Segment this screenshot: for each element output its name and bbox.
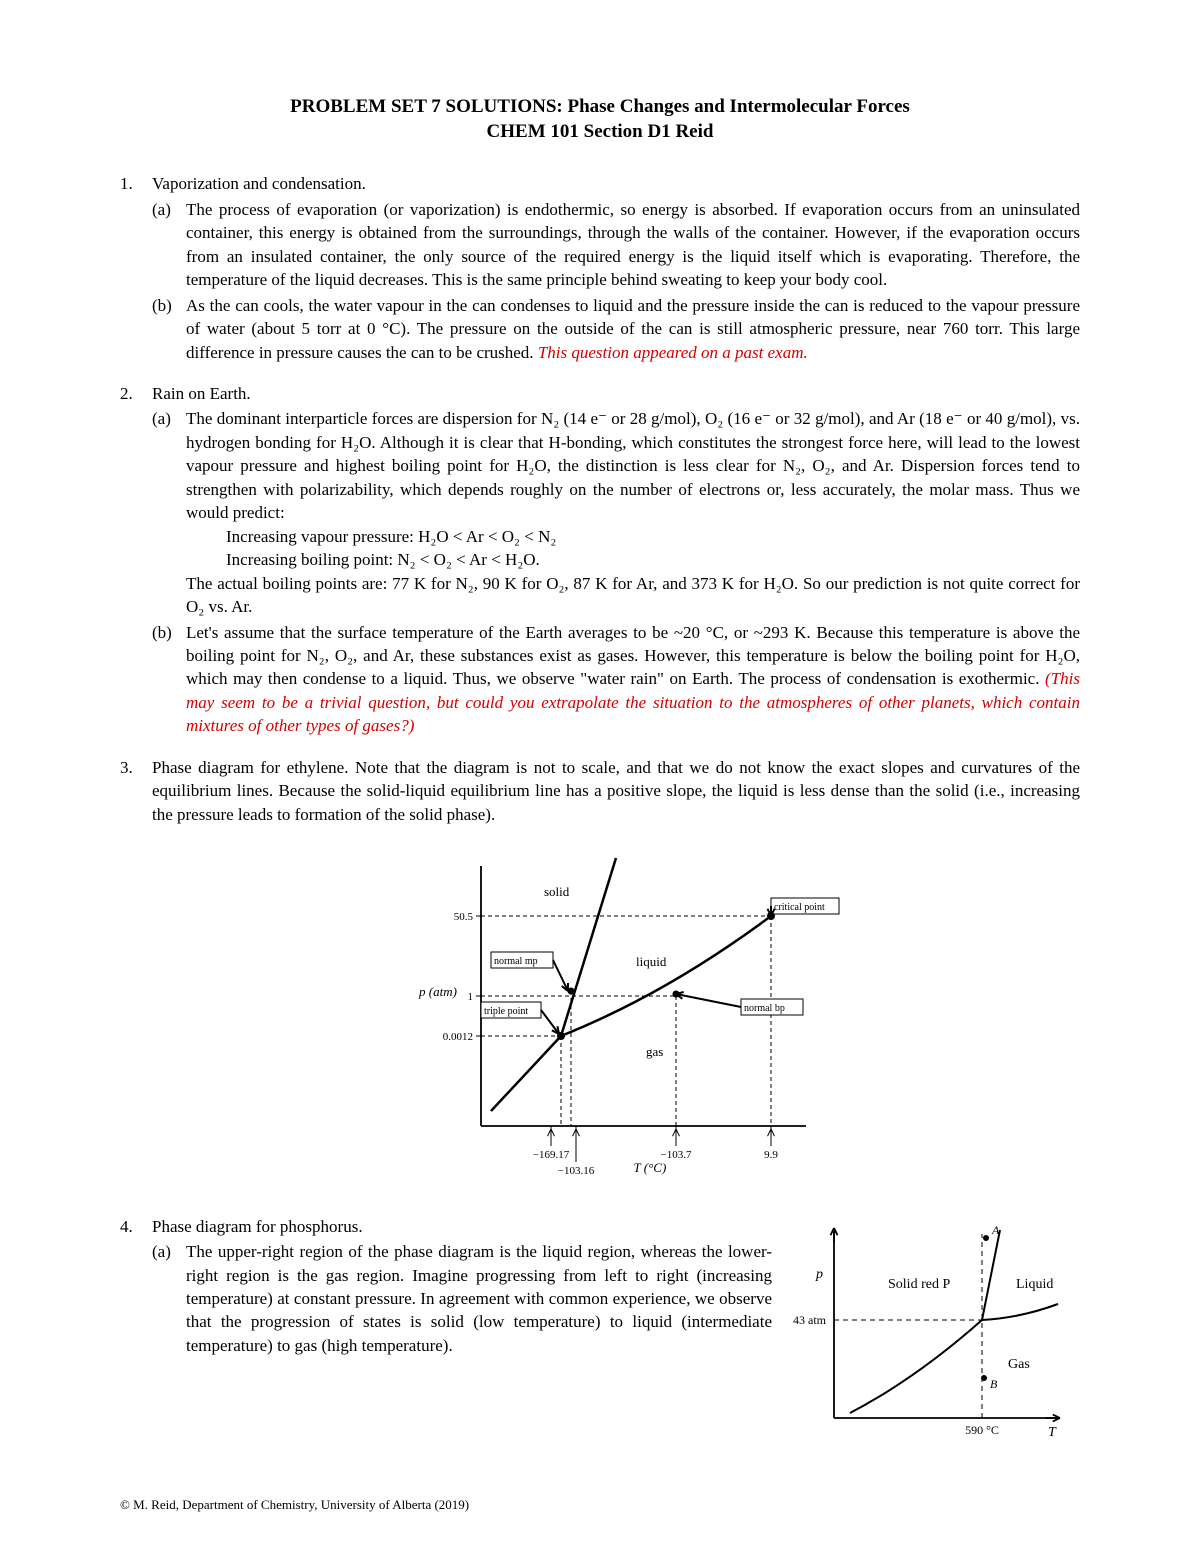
svg-text:−169.17: −169.17: [533, 1149, 570, 1161]
svg-text:Gas: Gas: [1008, 1357, 1030, 1372]
title-line-2: CHEM 101 Section D1 Reid: [120, 120, 1080, 145]
ethylene-phase-diagram: 50.510.0012−169.17−103.16−103.79.9p (atm…: [376, 836, 856, 1176]
q1-body: Vaporization and condensation. (a) The p…: [152, 172, 1080, 364]
q2-num: 2.: [120, 382, 152, 738]
svg-text:normal mp: normal mp: [494, 956, 538, 967]
q2-topic: Rain on Earth.: [152, 384, 251, 403]
q2a-bp: Increasing boiling point: N₂ < O₂ < Ar <…: [186, 548, 1080, 571]
q4: 4. Phase diagram for phosphorus. (a) The…: [120, 1215, 1080, 1455]
svg-text:gas: gas: [646, 1044, 663, 1059]
svg-text:liquid: liquid: [636, 954, 667, 969]
svg-text:p (atm): p (atm): [418, 984, 457, 999]
q4-text: (a) The upper-right region of the phase …: [152, 1238, 772, 1357]
svg-text:590 °C: 590 °C: [965, 1423, 999, 1437]
svg-text:50.5: 50.5: [454, 911, 474, 923]
q1: 1. Vaporization and condensation. (a) Th…: [120, 172, 1080, 364]
svg-text:A: A: [991, 1223, 1000, 1237]
title-line-1: PROBLEM SET 7 SOLUTIONS: Phase Changes a…: [120, 95, 1080, 120]
doc-title: PROBLEM SET 7 SOLUTIONS: Phase Changes a…: [120, 95, 1080, 144]
svg-text:T (°C): T (°C): [634, 1160, 667, 1175]
q2-subs: (a) The dominant interparticle forces ar…: [152, 407, 1080, 737]
q4-diagram-wrap: p T 43 atm 590 °C A B Solid red P Liquid Gas: [790, 1218, 1080, 1454]
q4-num: 4.: [120, 1215, 152, 1455]
q1b-label: (b): [152, 294, 186, 364]
q1b: (b) As the can cools, the water vapour i…: [152, 294, 1080, 364]
q2: 2. Rain on Earth. (a) The dominant inter…: [120, 382, 1080, 738]
svg-text:solid: solid: [544, 884, 570, 899]
q1-topic: Vaporization and condensation.: [152, 174, 366, 193]
svg-text:−103.16: −103.16: [558, 1165, 595, 1176]
q4-topic: Phase diagram for phosphorus.: [152, 1217, 363, 1236]
q1b-text: As the can cools, the water vapour in th…: [186, 294, 1080, 364]
q2a-p2: The actual boiling points are: 77 K for …: [186, 572, 1080, 619]
q4a: (a) The upper-right region of the phase …: [152, 1240, 772, 1357]
q3: 3. Phase diagram for ethylene. Note that…: [120, 756, 1080, 1197]
q2b-body: Let's assume that the surface temperatur…: [186, 621, 1080, 738]
q4-subs: (a) The upper-right region of the phase …: [152, 1240, 772, 1357]
q3-num: 3.: [120, 756, 152, 1197]
q1-subs: (a) The process of evaporation (or vapor…: [152, 198, 1080, 364]
svg-text:Liquid: Liquid: [1016, 1277, 1053, 1292]
q3-diagram-wrap: 50.510.0012−169.17−103.16−103.79.9p (atm…: [152, 836, 1080, 1182]
svg-text:critical point: critical point: [774, 902, 825, 913]
q2b-label: (b): [152, 621, 186, 738]
q2a-p1: The dominant interparticle forces are di…: [186, 407, 1080, 524]
q2b: (b) Let's assume that the surface temper…: [152, 621, 1080, 738]
q1a: (a) The process of evaporation (or vapor…: [152, 198, 1080, 292]
svg-text:T: T: [1048, 1425, 1057, 1440]
svg-text:triple point: triple point: [484, 1006, 528, 1017]
svg-text:Solid red P: Solid red P: [888, 1277, 950, 1292]
q4a-label: (a): [152, 1240, 186, 1357]
svg-text:0.0012: 0.0012: [443, 1031, 473, 1043]
q2a-vp: Increasing vapour pressure: H₂O < Ar < O…: [186, 525, 1080, 548]
q2-body: Rain on Earth. (a) The dominant interpar…: [152, 382, 1080, 738]
q4-flex: (a) The upper-right region of the phase …: [152, 1238, 1080, 1454]
q4-body: Phase diagram for phosphorus. (a) The up…: [152, 1215, 1080, 1455]
svg-text:1: 1: [468, 991, 474, 1003]
q2a: (a) The dominant interparticle forces ar…: [152, 407, 1080, 618]
q1b-red: This question appeared on a past exam.: [538, 343, 808, 362]
svg-text:9.9: 9.9: [764, 1149, 778, 1161]
q3-body: Phase diagram for ethylene. Note that th…: [152, 756, 1080, 1197]
page: PROBLEM SET 7 SOLUTIONS: Phase Changes a…: [0, 0, 1200, 1553]
q2a-label: (a): [152, 407, 186, 618]
footer: © M. Reid, Department of Chemistry, Univ…: [120, 1497, 469, 1513]
svg-text:B: B: [990, 1377, 998, 1391]
phosphorus-phase-diagram: p T 43 atm 590 °C A B Solid red P Liquid Gas: [790, 1218, 1080, 1448]
q2b-main: Let's assume that the surface temperatur…: [186, 623, 1080, 689]
q4a-text: The upper-right region of the phase diag…: [186, 1240, 772, 1357]
svg-text:p: p: [815, 1267, 823, 1282]
q1-num: 1.: [120, 172, 152, 364]
svg-text:43 atm: 43 atm: [793, 1313, 827, 1327]
svg-text:normal bp: normal bp: [744, 1003, 785, 1014]
q1a-text: The process of evaporation (or vaporizat…: [186, 198, 1080, 292]
q3-intro: Phase diagram for ethylene. Note that th…: [152, 756, 1080, 826]
q1a-label: (a): [152, 198, 186, 292]
q2a-body: The dominant interparticle forces are di…: [186, 407, 1080, 618]
questions: 1. Vaporization and condensation. (a) Th…: [120, 172, 1080, 1454]
